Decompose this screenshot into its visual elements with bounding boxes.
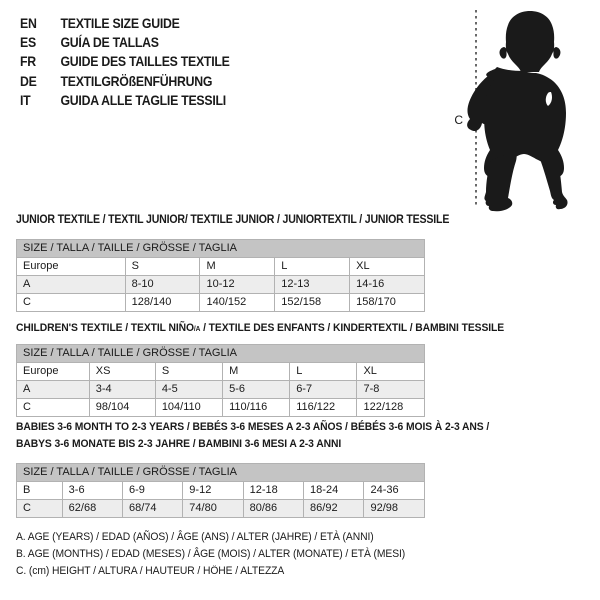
- svg-text:C: C: [454, 113, 463, 127]
